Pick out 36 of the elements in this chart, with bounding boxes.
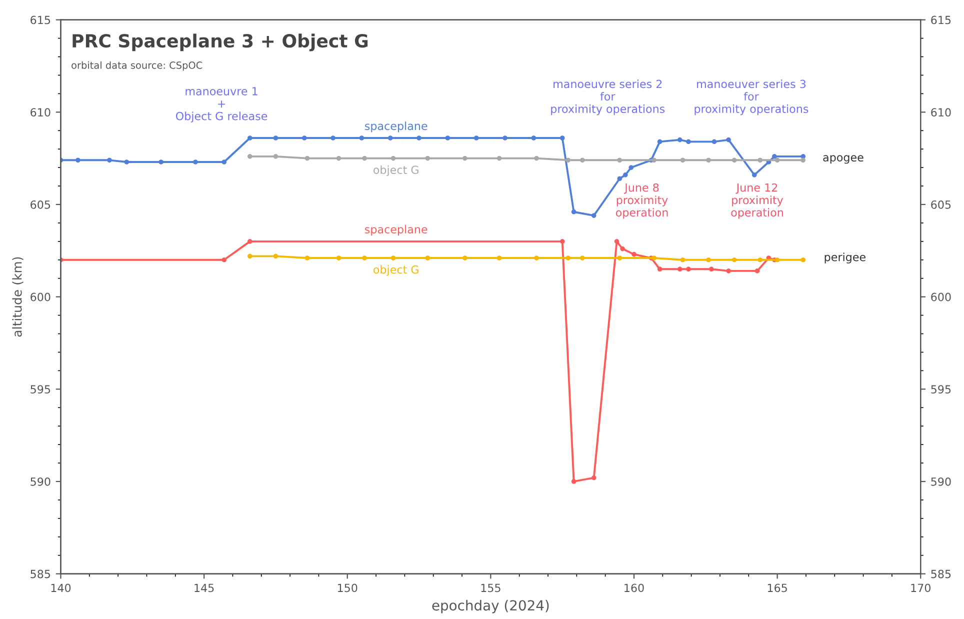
text: PRC Spaceplane 3 + Object G <box>72 34 368 52</box>
series-label: spaceplane <box>364 224 428 236</box>
annotation: manoeuver series 3 for proximity operations <box>694 80 808 116</box>
x-tick-label: 150 <box>338 584 358 592</box>
y-tick-label: 615 <box>30 16 50 24</box>
annotation: perigee <box>824 252 866 264</box>
annotation: June 8 proximity operation <box>616 183 668 219</box>
series-label: spaceplane <box>364 122 428 132</box>
x-tick-label: 155 <box>481 584 500 592</box>
x-tick-label: 170 <box>911 584 930 592</box>
annotation: manoeuvre series 2 for proximity operations <box>551 80 665 116</box>
text: orbital data source: CSpOC <box>72 61 202 71</box>
y-tick-label: 605 <box>30 200 50 209</box>
y-tick-label: 585 <box>30 570 50 578</box>
annotation: manoeuvre 1 + Object G release <box>176 87 268 122</box>
series-label: object G <box>374 265 418 276</box>
annotation: June 12 proximity operation <box>731 183 784 219</box>
annotation: apogee <box>823 155 864 164</box>
y-axis-title: altitude (km) <box>12 257 24 337</box>
x-tick-label: 140 <box>51 584 71 592</box>
y2-tick-label: 590 <box>931 477 951 486</box>
x-tick-label: 160 <box>624 584 644 592</box>
x-axis-title: epochday (2024) <box>432 600 549 614</box>
y2-tick-label: 595 <box>931 385 951 394</box>
y2-tick-label: 600 <box>931 292 951 302</box>
y-tick-label: 610 <box>30 108 50 117</box>
y2-tick-label: 610 <box>931 108 951 117</box>
y2-tick-label: 615 <box>931 16 951 24</box>
x-tick-label: 165 <box>768 584 787 592</box>
y-tick-label: 600 <box>30 292 50 302</box>
x-tick-label: 145 <box>194 584 214 592</box>
y2-tick-label: 585 <box>931 570 951 578</box>
y-tick-label: 595 <box>30 385 50 394</box>
series-label: object G <box>374 165 418 176</box>
y-tick-label: 590 <box>30 477 50 486</box>
y2-tick-label: 605 <box>931 200 951 209</box>
